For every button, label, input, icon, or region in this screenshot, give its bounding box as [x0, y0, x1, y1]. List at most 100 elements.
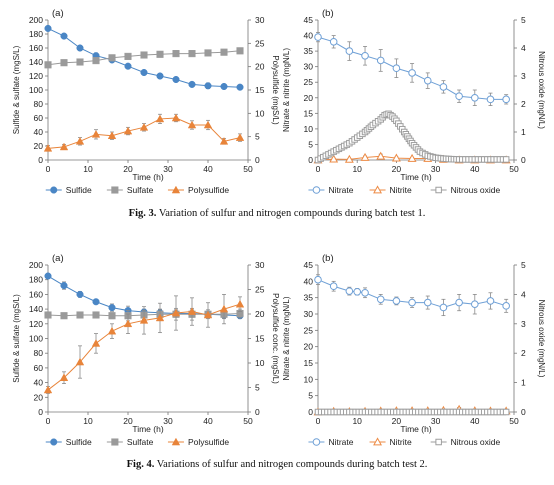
legend-item-nitrate: Nitrate [308, 437, 354, 447]
legend: Sulfide Sulfate Polysulfide [45, 185, 229, 195]
data-point [76, 311, 84, 319]
x-tick-label: 0 [46, 416, 51, 426]
data-point [59, 142, 69, 151]
data-point [43, 144, 53, 152]
x-tick-label: 0 [316, 416, 321, 426]
data-point [345, 47, 354, 55]
legend-marker [111, 186, 119, 194]
y-tick-label: 20 [304, 342, 314, 352]
y-tick-label: 80 [34, 348, 44, 358]
data-point [220, 82, 228, 91]
y2-tick-label: 1 [521, 378, 526, 388]
legend-marker [111, 438, 119, 446]
legend-item-nitrous-oxide: Nitrous oxide [430, 185, 501, 195]
x-tick-label: 30 [163, 416, 173, 426]
data-point [108, 312, 116, 320]
y-tick-label: 5 [308, 139, 313, 149]
y2-tick-label: 25 [255, 285, 265, 295]
series-nitrate [314, 32, 510, 106]
data-point [108, 304, 116, 312]
y2-tick-label: 10 [255, 358, 265, 368]
data-point [156, 50, 164, 58]
legend-label: Polysulfide [188, 185, 229, 195]
data-point [44, 272, 52, 280]
data-point [76, 44, 84, 52]
panel-label: (a) [52, 253, 64, 264]
y-axis-label: Sulfide & sulfate (mgS/L) [12, 294, 21, 383]
data-point [75, 357, 85, 366]
data-point [502, 302, 510, 310]
data-point [92, 298, 100, 306]
x-tick-label: 20 [123, 416, 133, 426]
data-point [155, 313, 165, 322]
y-tick-label: 0 [38, 407, 43, 417]
data-point [455, 92, 463, 101]
data-point [124, 62, 132, 70]
data-point [91, 339, 101, 347]
data-point [139, 316, 149, 324]
data-point [235, 299, 245, 308]
data-point [44, 24, 52, 32]
y-tick-label: 25 [304, 77, 314, 87]
data-point [486, 95, 495, 104]
data-point [236, 47, 244, 55]
data-point [353, 287, 362, 296]
data-point [204, 49, 212, 57]
y-tick-label: 10 [304, 124, 314, 134]
y-tick-label: 20 [34, 392, 44, 402]
y-tick-label: 80 [34, 99, 44, 109]
legend-marker [435, 186, 442, 194]
y2-axis-label: Nitrous oxide (mgN/L) [537, 300, 546, 378]
data-point [107, 326, 117, 335]
y-tick-label: 35 [304, 293, 314, 303]
y-tick-label: 10 [304, 374, 314, 384]
data-point [423, 298, 432, 307]
x-tick-label: 10 [352, 416, 362, 426]
y-tick-label: 40 [304, 276, 314, 286]
x-tick-label: 40 [203, 416, 213, 426]
data-point [44, 311, 52, 319]
y-tick-label: 40 [34, 378, 44, 388]
legend: Nitrate Nitrite Nitrous oxide [308, 185, 501, 195]
data-point [344, 154, 354, 163]
legend-label: Sulfate [127, 185, 154, 195]
y-tick-label: 120 [29, 319, 43, 329]
data-point [76, 58, 84, 66]
x-tick-label: 0 [316, 164, 321, 174]
data-point [156, 72, 164, 80]
legend-marker [50, 186, 58, 194]
y2-tick-label: 3 [521, 319, 526, 329]
x-axis-label: Time (h) [400, 424, 431, 434]
legend-label: Nitrate [328, 185, 353, 195]
y2-axis-label: Polysulfide conc. (mgS/L) [271, 293, 280, 384]
panel-label: (a) [52, 8, 64, 19]
legend-marker [373, 437, 382, 446]
legend-label: Sulfate [127, 437, 154, 447]
legend-item-polysulfide: Polysulfide [167, 437, 229, 447]
y2-tick-label: 10 [255, 108, 265, 118]
caption-text-4: Variations of sulfur and nitrogen compou… [156, 459, 428, 470]
caption-text-3: Variation of sulfur and nitrogen compoun… [158, 208, 426, 219]
y-tick-label: 160 [29, 43, 43, 53]
series-nitrate [314, 274, 510, 317]
legend-marker [171, 437, 181, 446]
data-point [502, 95, 510, 104]
data-point [502, 156, 510, 163]
x-tick-label: 10 [352, 164, 362, 174]
y-tick-label: 15 [304, 358, 314, 368]
data-point [329, 154, 339, 163]
y-tick-label: 180 [29, 29, 43, 39]
data-point [60, 59, 68, 67]
data-point [455, 298, 463, 307]
data-point [76, 290, 84, 298]
data-point [139, 123, 149, 131]
data-point [107, 131, 117, 140]
data-point [220, 48, 228, 56]
x-tick-label: 0 [46, 164, 51, 174]
data-point [60, 282, 68, 290]
data-point [392, 297, 401, 305]
data-point [187, 307, 197, 315]
y2-axis-label: Nitrous oxide (mgN/L) [537, 51, 546, 129]
legend-item-nitrite: Nitrite [369, 185, 412, 195]
